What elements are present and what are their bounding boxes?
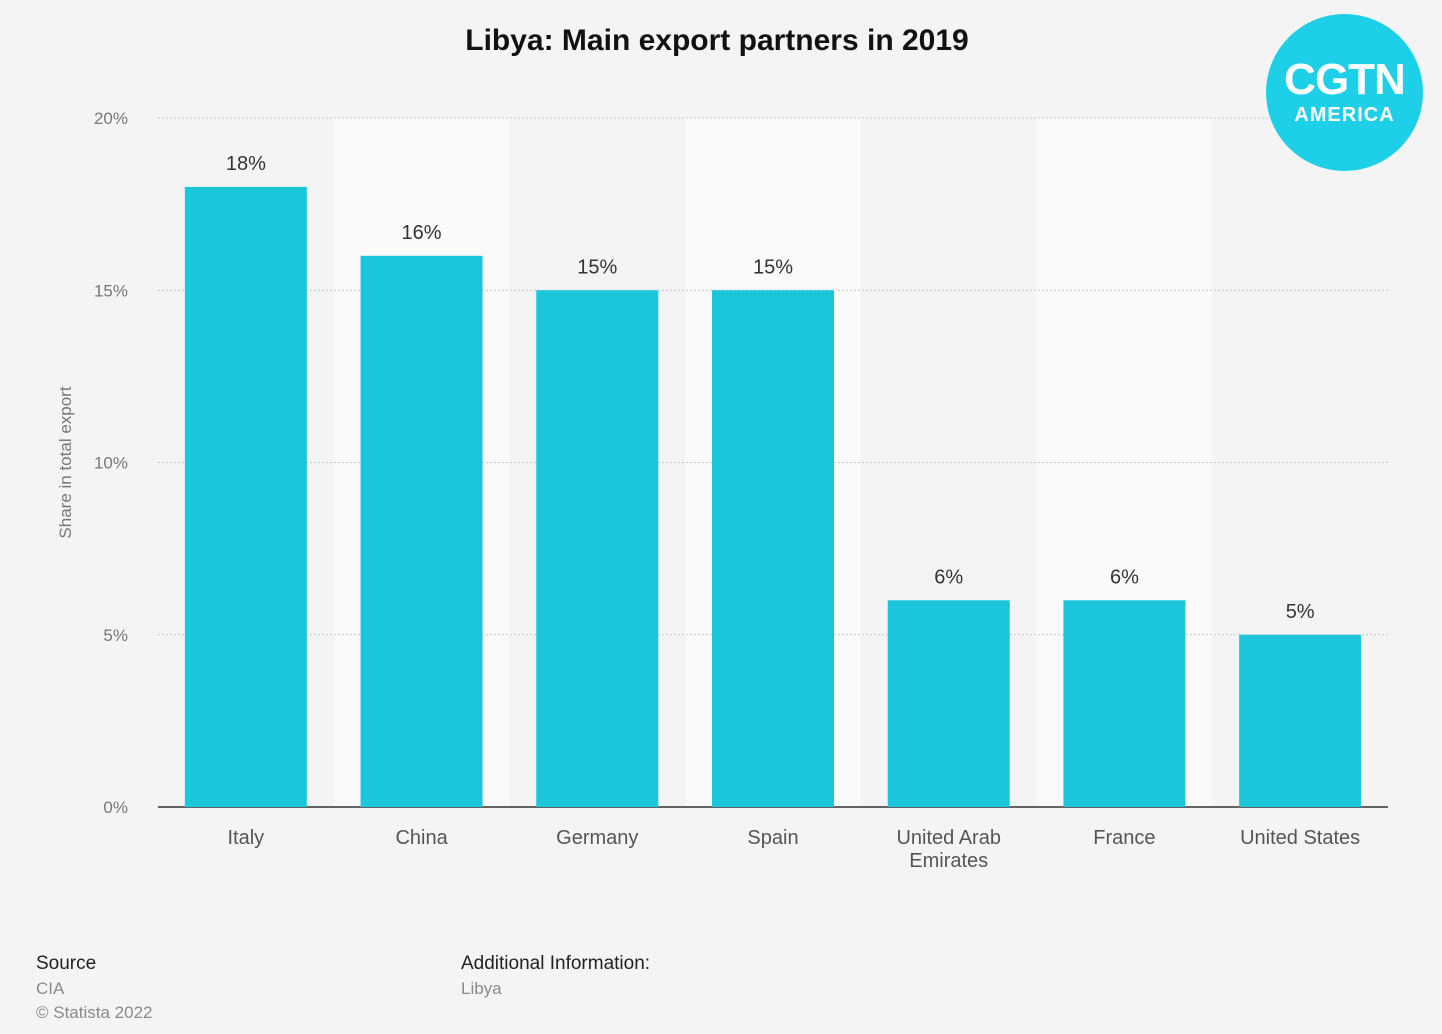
x-tick-label: United States (1240, 827, 1360, 849)
source-block: Source CIA © Statista 2022 (36, 953, 153, 1023)
bar-spain[interactable] (712, 290, 834, 807)
additional-info-block: Additional Information: Libya (461, 953, 650, 999)
source-name: CIA (36, 979, 65, 998)
cgtn-america-logo: CGTN AMERICA (1266, 14, 1423, 171)
y-tick-label: 0% (103, 798, 128, 817)
data-label: 18% (226, 153, 266, 175)
additional-info-text: Libya (461, 979, 502, 998)
data-label: 6% (934, 566, 963, 588)
data-label: 16% (402, 222, 442, 244)
data-label: 6% (1110, 566, 1139, 588)
x-tick-label: Italy (228, 827, 265, 849)
bars (184, 186, 1362, 808)
data-label: 15% (753, 256, 793, 278)
bar-chart: 0% 5% 10% 15% 20% Share in total export 18% Ita… (56, 109, 1388, 872)
y-tick-label: 15% (94, 281, 128, 300)
y-tick-label: 5% (103, 626, 128, 645)
x-tick-label: China (395, 827, 448, 849)
x-tick-label: United Arab (896, 827, 1001, 849)
bar-france[interactable] (1063, 600, 1186, 807)
bar-china[interactable] (360, 255, 483, 808)
logo-main-text: CGTN (1284, 55, 1406, 104)
logo-sub-text: AMERICA (1294, 104, 1395, 126)
x-tick-label: Spain (747, 827, 798, 849)
x-tick-label: Germany (556, 827, 638, 849)
additional-info-heading[interactable]: Additional Information: (461, 953, 651, 974)
chart-title: Libya: Main export partners in 2019 (465, 24, 969, 57)
y-tick-label: 10% (94, 454, 128, 473)
bar-united-arab-emirates[interactable] (887, 600, 1010, 807)
x-tick-label: France (1093, 827, 1155, 849)
x-tick-label: Emirates (909, 850, 988, 872)
y-axis-label: Share in total export (56, 386, 75, 538)
source-heading[interactable]: Source (36, 953, 97, 974)
y-tick-label: 20% (94, 109, 128, 128)
data-label: 15% (577, 256, 617, 278)
copyright: © Statista 2022 (36, 1003, 153, 1022)
bar-italy[interactable] (184, 186, 307, 807)
bar-germany[interactable] (536, 290, 659, 807)
data-label: 5% (1286, 601, 1315, 623)
labels: 0% 5% 10% 15% 20% Share in total export 18% Ita… (56, 109, 1360, 872)
bar-united-states[interactable] (1239, 634, 1362, 807)
